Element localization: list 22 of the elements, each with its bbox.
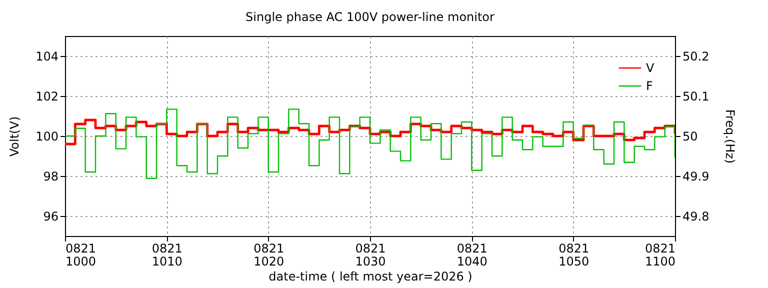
x-tick-label: 0821 1040 xyxy=(456,242,488,268)
x-tick-label: 0821 1010 xyxy=(152,242,182,268)
y-tick-label: 96 xyxy=(43,210,58,224)
x-tick-label: 0821 1030 xyxy=(355,242,386,268)
y2-tick-label: 49.8 xyxy=(682,210,710,224)
y2-axis-title: Freq.(Hz) xyxy=(723,109,738,164)
y2-tick-label: 49.9 xyxy=(682,170,710,184)
y2-tick-label: 50 xyxy=(682,130,698,144)
x-tick-label: 0821 1000 xyxy=(66,242,96,268)
x-tick-label: 0821 1100 xyxy=(644,242,676,268)
x-tick-label: 0821 1050 xyxy=(558,242,590,268)
y-tick-label: 98 xyxy=(43,170,58,184)
y2-tick-label: 50.1 xyxy=(682,90,710,104)
y-axis-title: Volt(V) xyxy=(8,116,22,157)
y-tick-label: 102 xyxy=(36,90,58,104)
chart-title: Single phase AC 100V power-line monitor xyxy=(246,10,495,24)
legend-label: F xyxy=(646,79,653,93)
y-tick-label: 104 xyxy=(36,50,58,64)
y-tick-label: 100 xyxy=(36,130,58,144)
x-axis-title: date-time ( left most year=2026 ) xyxy=(268,270,472,284)
y2-tick-label: 50.2 xyxy=(682,50,710,64)
legend-label: V xyxy=(646,61,655,75)
